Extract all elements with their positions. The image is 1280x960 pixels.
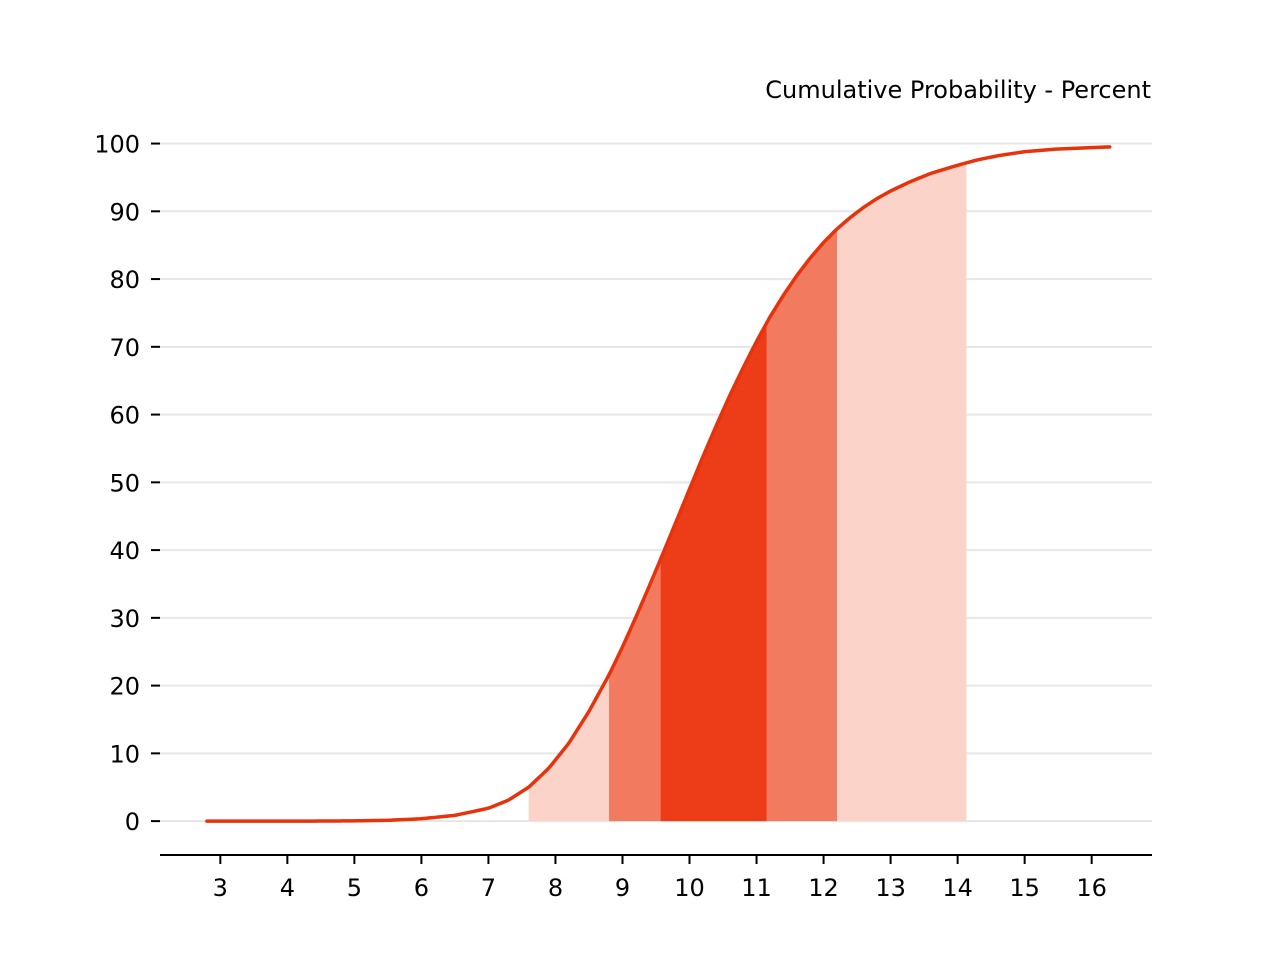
y-tick-label-80: 80 [109,266,140,294]
x-tick-label-9: 9 [615,874,630,902]
y-tick-label-100: 100 [94,131,140,159]
y-tick-label-60: 60 [109,402,140,430]
y-tick-label-50: 50 [109,469,140,497]
x-tick-label-4: 4 [280,874,295,902]
y-tick-label-20: 20 [109,673,140,701]
y-tick-label-90: 90 [109,198,140,226]
x-tick-label-16: 16 [1076,874,1107,902]
y-tick-label-40: 40 [109,537,140,565]
y-tick-label-10: 10 [109,740,140,768]
probability-band-3 [661,323,767,821]
x-tick-label-12: 12 [808,874,839,902]
x-tick-label-3: 3 [213,874,228,902]
x-tick-label-7: 7 [481,874,496,902]
y-tick-label-0: 0 [125,808,140,836]
x-tick-label-11: 11 [741,874,772,902]
x-tick-label-10: 10 [674,874,705,902]
x-tick-label-14: 14 [942,874,973,902]
x-tick-label-13: 13 [875,874,906,902]
y-tick-label-30: 30 [109,605,140,633]
x-tick-label-6: 6 [414,874,429,902]
x-tick-label-15: 15 [1009,874,1040,902]
y-tick-label-70: 70 [109,334,140,362]
x-tick-label-8: 8 [548,874,563,902]
chart-title: Cumulative Probability - Percent [765,76,1151,104]
probability-bands [529,163,967,821]
x-tick-label-5: 5 [347,874,362,902]
